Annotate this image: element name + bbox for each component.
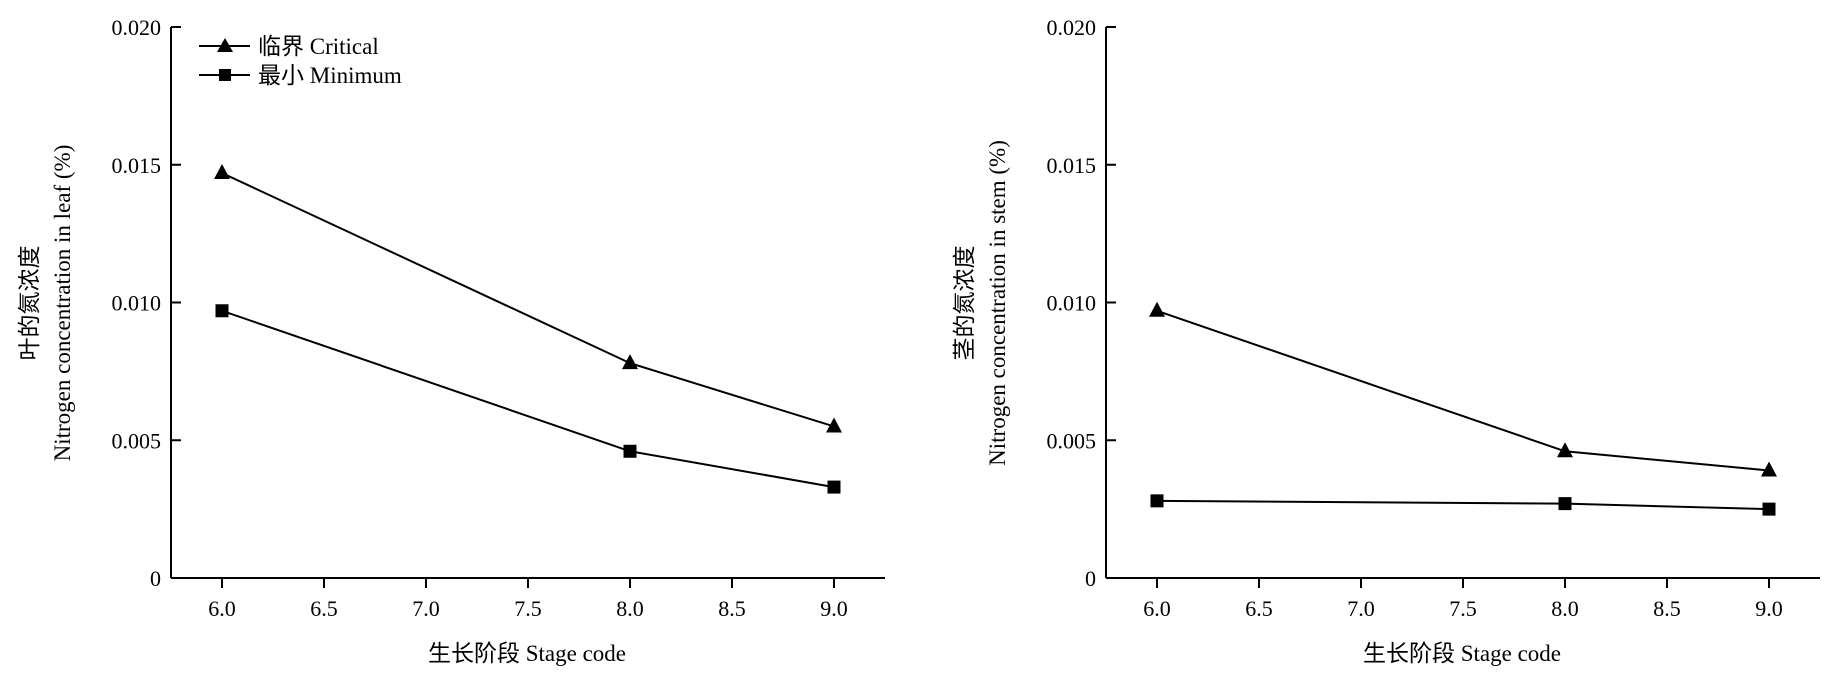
leaf-x-tick-label: 7.5 — [514, 596, 542, 621]
leaf-critical-point — [214, 164, 230, 180]
legend-critical-label: 临界 Critical — [258, 34, 379, 59]
legend-minimum-label: 最小 Minimum — [258, 63, 402, 88]
stem-y-tick-label: 0.020 — [1047, 15, 1097, 40]
stem-critical-point — [1761, 461, 1777, 477]
leaf-y-tick-label: 0 — [150, 566, 161, 591]
legend: 临界 Critical 最小 Minimum — [199, 34, 402, 88]
stem-minimum-line — [1156, 499, 1770, 511]
stem-ylabel-en: Nitrogen concentration in stem (%) — [985, 140, 1010, 466]
stem-x-tick-label: 7.0 — [1347, 596, 1375, 621]
leaf-x-tick-label: 9.0 — [820, 596, 848, 621]
leaf-minimum-point — [215, 304, 229, 318]
leaf-x-tick-label: 8.5 — [718, 596, 746, 621]
stem-minimum-point — [1150, 494, 1164, 508]
leaf-chart: Nitrogen concentration in leaf (%) 叶的氮浓度… — [17, 15, 885, 666]
stem-y-tick-label: 0.015 — [1047, 153, 1097, 178]
leaf-x-tick-label: 6.0 — [208, 596, 236, 621]
leaf-minimum-point — [827, 480, 841, 494]
stem-critical-point — [1557, 442, 1573, 458]
stem-critical-point — [1149, 301, 1165, 317]
stem-y-tick-label: 0.010 — [1047, 291, 1097, 316]
stem-xlabel: 生长阶段 Stage code — [1363, 641, 1561, 666]
stem-y-tick-label: 0.005 — [1047, 428, 1097, 453]
leaf-ylabel-cn: 叶的氮浓度 — [17, 246, 42, 361]
legend-minimum: 最小 Minimum — [199, 63, 402, 88]
stem-minimum-point — [1762, 502, 1776, 516]
leaf-ylabel-en: Nitrogen concentration in leaf (%) — [50, 145, 75, 462]
leaf-y-tick-label: 0.005 — [112, 428, 162, 453]
leaf-critical-line — [221, 172, 835, 428]
leaf-x-tick-label: 8.0 — [616, 596, 644, 621]
stem-x-tick-label: 6.0 — [1143, 596, 1171, 621]
leaf-critical-point — [622, 354, 638, 370]
legend-critical: 临界 Critical — [199, 34, 379, 59]
stem-chart-ylabel: Nitrogen concentration in stem (%) 茎的氮浓度 — [952, 140, 1010, 466]
leaf-chart-ylabel: Nitrogen concentration in leaf (%) 叶的氮浓度 — [17, 145, 75, 462]
leaf-minimum-point — [623, 444, 637, 458]
stem-x-tick-label: 7.5 — [1449, 596, 1477, 621]
stem-x-tick-label: 9.0 — [1755, 596, 1783, 621]
leaf-x-tick-label: 7.0 — [412, 596, 440, 621]
leaf-y-tick-label: 0.010 — [112, 291, 162, 316]
legend-minimum-square-icon — [219, 69, 231, 81]
leaf-y-tick-label: 0.020 — [112, 15, 162, 40]
leaf-y-tick-label: 0.015 — [112, 153, 162, 178]
stem-y-tick-label: 0 — [1085, 566, 1096, 591]
legend-critical-triangle-icon — [217, 38, 233, 52]
stem-x-tick-label: 6.5 — [1245, 596, 1273, 621]
leaf-critical-point — [826, 417, 842, 433]
stem-chart: Nitrogen concentration in stem (%) 茎的氮浓度… — [952, 15, 1820, 666]
leaf-xlabel: 生长阶段 Stage code — [428, 641, 626, 666]
stem-x-tick-label: 8.0 — [1551, 596, 1579, 621]
stem-ylabel-cn: 茎的氮浓度 — [952, 246, 977, 361]
stem-critical-line — [1156, 309, 1770, 472]
leaf-x-tick-label: 6.5 — [310, 596, 338, 621]
stem-minimum-point — [1558, 497, 1572, 511]
stem-x-tick-label: 8.5 — [1653, 596, 1681, 621]
